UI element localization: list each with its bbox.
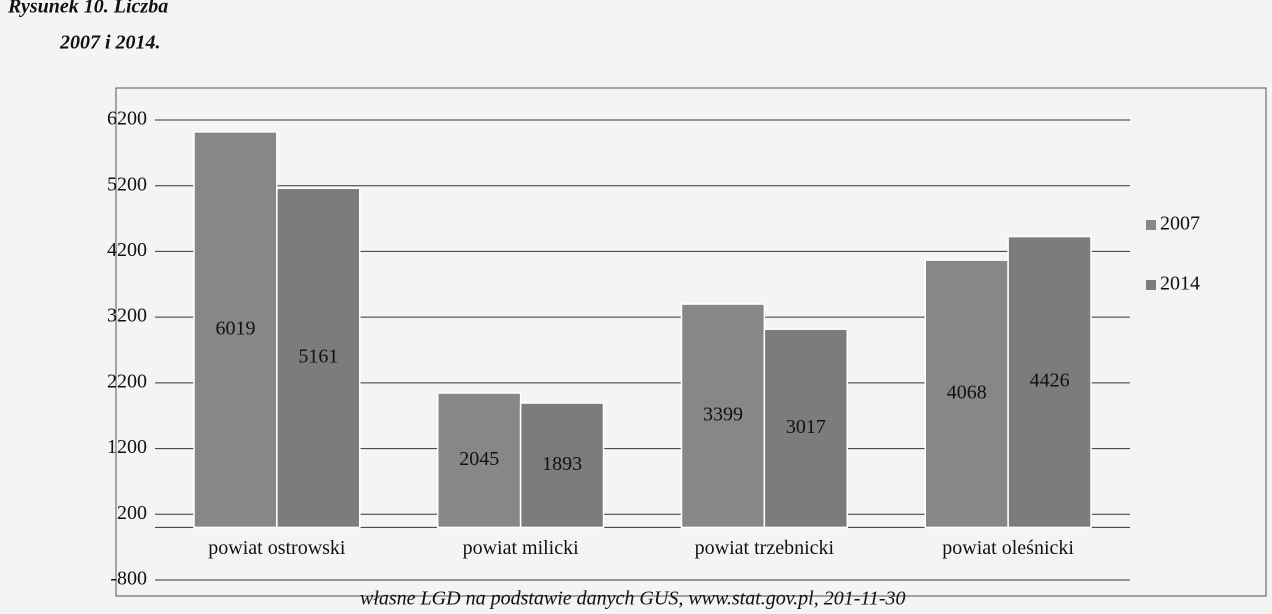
x-tick-label: powiat oleśnicki: [942, 537, 1074, 559]
data-label: 6019: [215, 317, 255, 339]
data-label: 4426: [1030, 370, 1070, 392]
bar: [763, 328, 848, 529]
legend-swatch: [1146, 220, 1156, 230]
x-tick-label: powiat milicki: [463, 537, 580, 559]
data-label: 4068: [947, 381, 987, 403]
legend-label: 2007: [1160, 213, 1200, 235]
chart-subtitle: 2007 i 2014.: [59, 32, 161, 54]
y-tick-label: 200: [117, 502, 147, 524]
legend-swatch: [1146, 280, 1156, 290]
y-tick-label: 2200: [107, 370, 147, 392]
y-tick-label: 1200: [107, 436, 147, 458]
source: własne LGD na podstawie danych GUS, www.…: [360, 588, 906, 610]
data-label: 3399: [703, 403, 743, 425]
bar: [924, 259, 1009, 529]
bar: [519, 402, 605, 529]
legend-label: 2014: [1160, 273, 1200, 295]
bar: [276, 187, 361, 529]
y-tick-label: 6200: [107, 108, 147, 130]
bar: [437, 392, 522, 529]
data-label: 5161: [298, 345, 338, 367]
y-tick-label: -800: [110, 568, 147, 590]
chart-title: Rysunek 10. Liczba: [7, 0, 168, 18]
data-label: 3017: [786, 416, 826, 438]
x-tick-label: powiat trzebnicki: [695, 537, 835, 559]
chart-frame: [115, 87, 1267, 597]
x-tick-label: powiat ostrowski: [208, 537, 346, 559]
data-label: 1893: [542, 453, 582, 475]
bar: [680, 303, 766, 529]
bar: [1007, 235, 1092, 529]
data-label: 2045: [459, 448, 499, 470]
y-tick-label: 5200: [107, 173, 147, 195]
y-tick-label: 4200: [107, 239, 147, 261]
y-tick-label: 3200: [107, 305, 147, 327]
